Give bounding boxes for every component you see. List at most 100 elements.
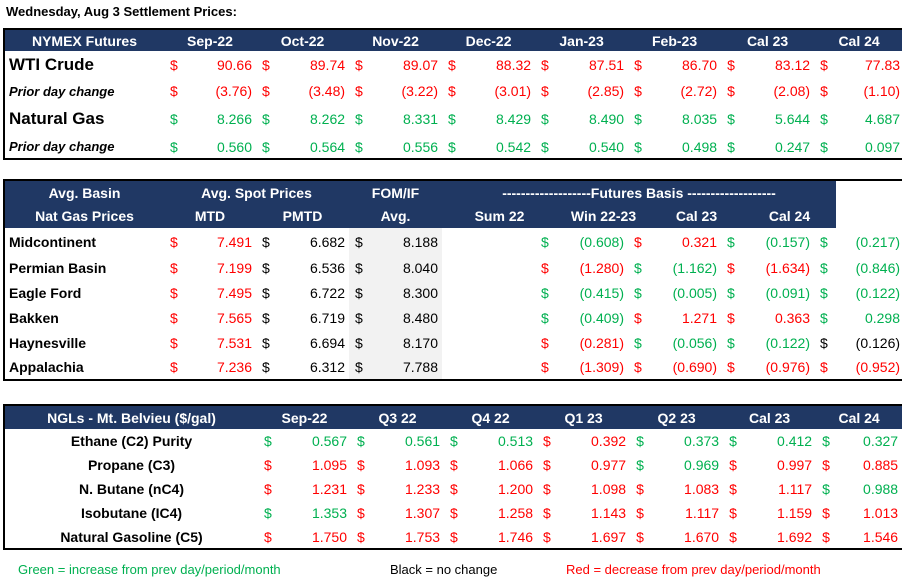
basis-value: (0.952) bbox=[855, 359, 901, 375]
price-value: 88.32 bbox=[496, 57, 532, 73]
price-value: 83.12 bbox=[775, 57, 811, 73]
ngl-price-value: 1.697 bbox=[591, 528, 627, 545]
ngl-price-value: 0.969 bbox=[684, 457, 720, 473]
ngl-price-value: 0.997 bbox=[777, 457, 813, 473]
header-period: Q1 23 bbox=[537, 405, 631, 429]
fom-if-avg-value: 8.170 bbox=[371, 330, 442, 355]
currency-symbol: $ bbox=[820, 57, 828, 73]
basis-value: (0.122) bbox=[855, 284, 901, 301]
currency-symbol: $ bbox=[729, 457, 737, 473]
mtd-value: 7.236 bbox=[216, 359, 252, 375]
price-value: 90.66 bbox=[216, 57, 253, 73]
pmtd-value: 6.719 bbox=[309, 309, 345, 326]
header-month: Oct-22 bbox=[256, 29, 350, 51]
currency-symbol: $ bbox=[634, 334, 642, 351]
ngl-price-value: 1.200 bbox=[498, 481, 534, 497]
currency-symbol: $ bbox=[448, 83, 456, 99]
currency-symbol: $ bbox=[262, 359, 270, 375]
ngl-price-value: 1.546 bbox=[863, 528, 899, 545]
header-row: NGLs - Mt. Belvieu ($/gal) Sep-22 Q3 22 Q4 … bbox=[4, 405, 902, 429]
currency-symbol: $ bbox=[349, 280, 371, 305]
currency-symbol: $ bbox=[262, 284, 270, 301]
mtd-value: 7.565 bbox=[216, 309, 252, 326]
currency-symbol: $ bbox=[262, 259, 270, 276]
currency-symbol: $ bbox=[820, 83, 828, 99]
ngl-price-value: 1.098 bbox=[591, 481, 627, 497]
basin-row: Midcontinent $7.491 $6.682 $8.188 $ (0.608) $0… bbox=[4, 228, 902, 255]
spacer-cell bbox=[442, 280, 535, 305]
page-title: Wednesday, Aug 3 Settlement Prices: bbox=[6, 4, 237, 19]
price-value: (2.72) bbox=[680, 83, 718, 99]
currency-symbol: $ bbox=[357, 457, 365, 473]
price-value: (2.85) bbox=[587, 83, 625, 99]
currency-symbol: $ bbox=[170, 83, 178, 99]
currency-symbol: $ bbox=[448, 111, 456, 127]
ngl-price-value: 1.083 bbox=[684, 481, 720, 497]
ngl-price-value: 1.093 bbox=[404, 457, 441, 473]
price-value: 8.331 bbox=[402, 111, 439, 127]
currency-symbol: $ bbox=[822, 433, 830, 449]
currency-symbol: $ bbox=[264, 433, 272, 449]
currency-symbol: $ bbox=[170, 233, 178, 250]
currency-symbol: $ bbox=[820, 284, 828, 301]
currency-symbol: $ bbox=[634, 259, 642, 276]
fom-if-avg-value: 7.788 bbox=[371, 355, 442, 380]
currency-symbol: $ bbox=[264, 505, 272, 521]
row-label: Prior day change bbox=[9, 139, 115, 154]
currency-symbol: $ bbox=[820, 359, 828, 375]
currency-symbol: $ bbox=[264, 528, 272, 545]
currency-symbol: $ bbox=[727, 57, 735, 73]
currency-symbol: $ bbox=[357, 481, 365, 497]
currency-symbol: $ bbox=[634, 359, 642, 375]
currency-symbol: $ bbox=[820, 309, 828, 326]
fom-if-avg-value: 8.188 bbox=[371, 228, 442, 255]
header-month: Jan-23 bbox=[535, 29, 629, 51]
basis-value: (0.415) bbox=[579, 284, 624, 301]
currency-symbol: $ bbox=[634, 233, 642, 250]
header-period: Q3 22 bbox=[351, 405, 445, 429]
price-value: 0.498 bbox=[682, 138, 718, 155]
ngl-price-value: 0.373 bbox=[684, 433, 720, 449]
basis-value: 0.298 bbox=[864, 309, 901, 326]
currency-symbol: $ bbox=[357, 433, 365, 449]
basin-row: Permian Basin $7.199 $6.536 $8.040 $ (1.280) $… bbox=[4, 255, 902, 280]
ngl-price-value: 0.412 bbox=[777, 433, 813, 449]
row-label: Natural Gas bbox=[9, 109, 105, 128]
spacer-cell bbox=[442, 228, 535, 255]
currency-symbol: $ bbox=[262, 334, 270, 351]
pmtd-value: 6.312 bbox=[309, 359, 345, 375]
header-pmtd: PMTD bbox=[256, 204, 349, 228]
price-value: 0.560 bbox=[216, 138, 253, 155]
currency-symbol: $ bbox=[448, 138, 456, 155]
pmtd-value: 6.694 bbox=[309, 334, 345, 351]
price-value: (2.08) bbox=[773, 83, 811, 99]
currency-symbol: $ bbox=[820, 334, 828, 351]
basin-row: Eagle Ford $7.495 $6.722 $8.300 $ (0.415) $ (0.… bbox=[4, 280, 902, 305]
header-avg-basin: Avg. Basin bbox=[4, 180, 164, 204]
currency-symbol: $ bbox=[820, 233, 828, 250]
legend-green: Green = increase from prev day/period/mo… bbox=[18, 562, 281, 577]
header-month: Feb-23 bbox=[628, 29, 722, 51]
currency-symbol: $ bbox=[820, 138, 828, 155]
ngl-product-name: Isobutane (IC4) bbox=[80, 505, 183, 521]
currency-symbol: $ bbox=[170, 138, 178, 155]
ngl-product-name: Natural Gasoline (C5) bbox=[60, 528, 203, 545]
currency-symbol: $ bbox=[450, 528, 458, 545]
currency-symbol: $ bbox=[543, 528, 551, 545]
price-value: (3.76) bbox=[215, 83, 253, 99]
row-label: Prior day change bbox=[9, 83, 115, 99]
ngl-price-value: 1.353 bbox=[311, 505, 348, 521]
basis-value: (1.634) bbox=[765, 259, 810, 276]
currency-symbol: $ bbox=[349, 228, 371, 255]
currency-symbol: $ bbox=[541, 334, 549, 351]
ngl-price-value: 0.392 bbox=[591, 433, 627, 449]
header-futures-basis: -------------------Futures Basis -------… bbox=[442, 180, 837, 204]
ngl-price-value: 1.159 bbox=[777, 505, 813, 521]
basis-value: (0.091) bbox=[765, 284, 810, 301]
basin-row: Bakken $7.565 $6.719 $8.480 $ (0.409) $1.271 $0… bbox=[4, 305, 902, 330]
header-basis-period: Sum 22 bbox=[442, 204, 557, 228]
price-value: (3.48) bbox=[308, 83, 346, 99]
currency-symbol: $ bbox=[541, 284, 549, 301]
currency-symbol: $ bbox=[727, 111, 735, 127]
currency-symbol: $ bbox=[820, 111, 828, 127]
